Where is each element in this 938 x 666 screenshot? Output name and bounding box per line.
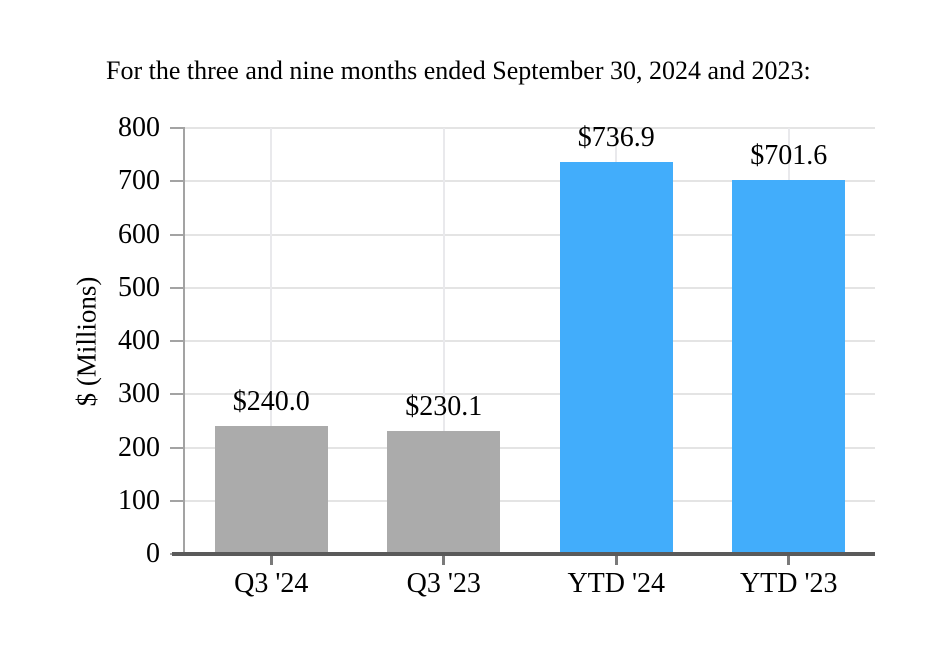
bar-value-label: $736.9 [577, 121, 655, 153]
y-tick [170, 286, 183, 289]
h-gridline [185, 446, 875, 449]
x-tick [442, 556, 446, 565]
y-axis-line [183, 127, 185, 554]
bar [732, 180, 846, 554]
h-gridline [185, 393, 875, 396]
h-gridline [185, 499, 875, 502]
y-tick-label: 0 [146, 538, 160, 569]
x-tick-label: Q3 '24 [234, 568, 309, 599]
y-tick [170, 233, 183, 236]
bar [387, 431, 501, 554]
y-tick-label: 800 [118, 112, 160, 143]
y-tick-label: 600 [118, 218, 160, 250]
h-gridline [185, 286, 875, 289]
x-tick-label: YTD '23 [739, 568, 838, 599]
x-tick-label: Q3 '23 [406, 568, 481, 599]
v-gridline [442, 128, 445, 554]
chart-title: For the three and nine months ended Sept… [106, 56, 811, 85]
bar [214, 426, 328, 554]
h-gridline [185, 340, 875, 342]
y-tick-label: 400 [118, 325, 160, 356]
plot-area: 0 100 200 300 400 500 600 700 800 $240.0 $230.1 $73… [118, 114, 875, 599]
x-tick [787, 556, 791, 565]
y-tick [170, 393, 183, 396]
y-tick [170, 340, 183, 342]
y-tick-label: 700 [118, 165, 160, 197]
bar-value-label: $240.0 [232, 386, 310, 418]
h-gridline [185, 233, 875, 236]
bar-value-label: $701.6 [750, 140, 828, 172]
y-tick-label: 500 [118, 271, 160, 303]
x-tick-label: YTD '24 [567, 568, 666, 599]
bar-value-label: $230.1 [405, 391, 483, 423]
h-gridline [185, 127, 875, 129]
y-tick [170, 446, 183, 449]
x-tick [614, 556, 618, 565]
y-tick [170, 127, 183, 129]
y-tick-label: 200 [118, 431, 160, 463]
h-gridline [185, 180, 875, 183]
x-tick [269, 556, 273, 565]
v-gridline [270, 128, 273, 554]
y-tick [170, 499, 183, 502]
y-tick-label: 100 [118, 484, 160, 516]
y-tick-label: 300 [118, 378, 160, 410]
y-tick [170, 180, 183, 183]
x-axis-line [172, 552, 875, 556]
bar [559, 161, 673, 554]
